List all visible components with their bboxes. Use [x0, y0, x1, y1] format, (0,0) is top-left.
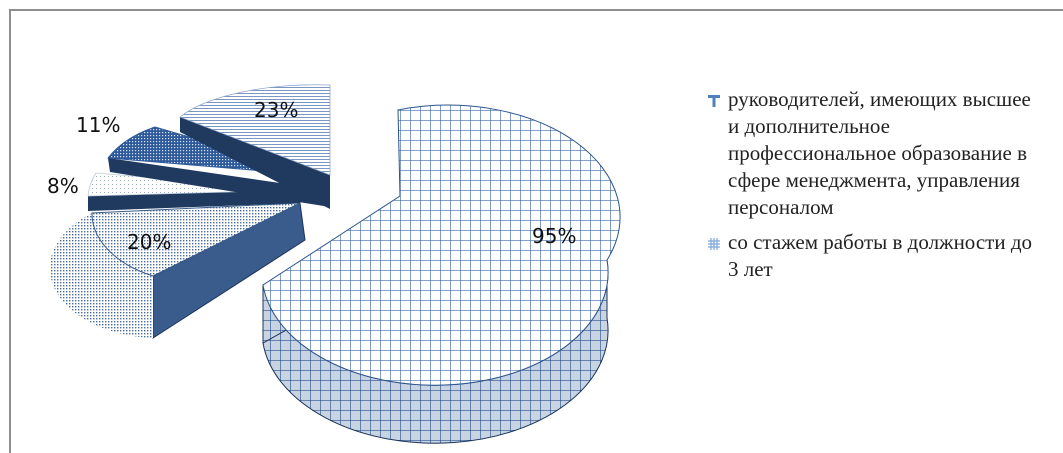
- legend-label-managers-education: руководителей, имеющих высшее и дополнит…: [728, 87, 1031, 219]
- data-label-95: 95%: [532, 224, 576, 248]
- data-label-23: 23%: [254, 98, 298, 122]
- legend-marker-t-icon: [708, 95, 720, 107]
- slice-95: [262, 104, 621, 444]
- data-label-8: 8%: [47, 174, 79, 198]
- legend-item-managers-education: руководителей, имеющих высшее и дополнит…: [706, 86, 1036, 221]
- data-label-20: 20%: [127, 230, 171, 254]
- slice-20: [49, 202, 306, 339]
- chart-legend: руководителей, имеющих высшее и дополнит…: [706, 86, 1036, 291]
- legend-label-experience: со стажем работы в должности до 3 лет: [728, 230, 1032, 281]
- legend-item-experience: со стажем работы в должности до 3 лет: [706, 229, 1036, 283]
- legend-marker-grid-icon: [708, 238, 720, 250]
- slice-23: [179, 84, 331, 209]
- chart-area-border: [9, 9, 1063, 453]
- data-label-11: 11%: [76, 113, 120, 137]
